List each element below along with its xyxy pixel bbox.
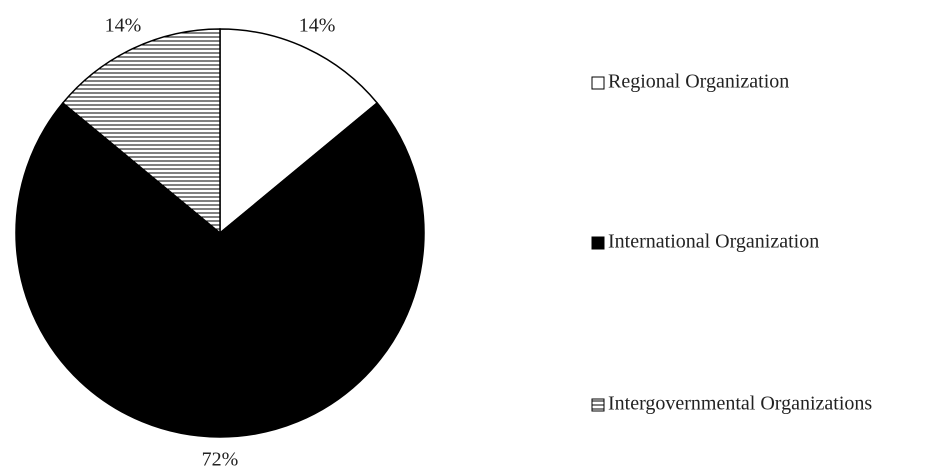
- legend-label: Intergovernmental Organizations: [608, 393, 872, 415]
- legend-label: Regional Organization: [608, 71, 789, 93]
- data-label: 14%: [299, 14, 336, 36]
- legend-label: International Organization: [608, 231, 819, 253]
- pie-slice: [219, 28, 379, 235]
- pie-slice: [15, 101, 425, 438]
- data-label: 72%: [202, 449, 239, 471]
- data-label: 14%: [105, 14, 142, 36]
- pie-slice: [61, 28, 221, 235]
- legend-swatch: [591, 398, 605, 412]
- legend-swatch: [591, 76, 605, 90]
- legend-swatch: [591, 236, 605, 250]
